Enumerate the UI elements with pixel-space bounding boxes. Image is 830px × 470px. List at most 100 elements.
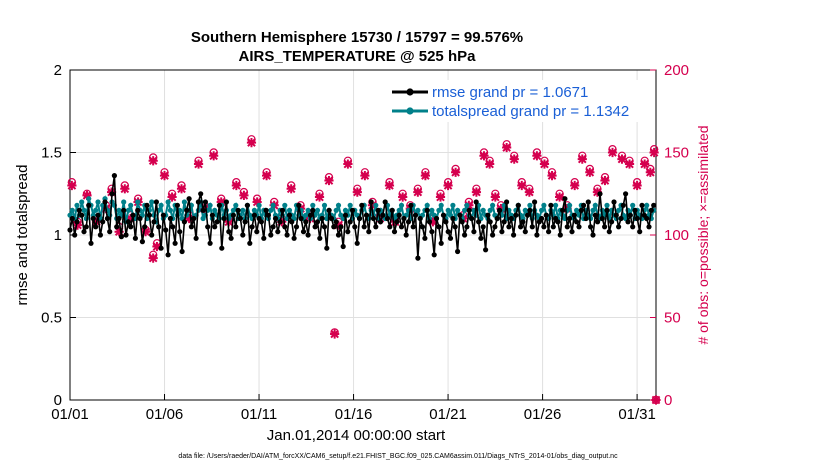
obs-54-assimilated	[485, 159, 495, 169]
obs-73-assimilated	[624, 159, 635, 169]
rmse-point-24	[123, 232, 129, 238]
rmse-point-169	[462, 232, 468, 238]
obs-45-assimilated	[420, 171, 430, 181]
spread-point-166	[455, 207, 461, 213]
rmse-point-144	[403, 232, 409, 238]
rmse-point-116	[338, 224, 344, 230]
rmse-point-13	[97, 232, 103, 238]
rmse-point-188	[506, 224, 512, 230]
rmse-point-248	[646, 224, 652, 230]
rmse-point-142	[398, 224, 405, 230]
rmse-point-185	[499, 229, 505, 235]
rmse-point-224	[590, 232, 596, 238]
spread-point-8	[86, 196, 92, 202]
rmse-point-67	[223, 199, 229, 205]
rmse-point-128	[366, 229, 372, 235]
rmse-point-82	[258, 219, 264, 225]
spread-point-177	[480, 207, 486, 213]
spread-point-42	[165, 199, 171, 205]
rmse-point-189	[508, 215, 514, 222]
rmse-point-132	[375, 207, 381, 213]
rmse-point-33	[144, 202, 150, 208]
rmse-point-227	[597, 191, 603, 197]
rmse-point-32	[142, 224, 148, 230]
rmse-point-92	[282, 224, 288, 230]
rmse-point-106	[314, 219, 321, 225]
rmse-point-123	[354, 240, 360, 246]
rmse-point-154	[426, 219, 433, 225]
right-y-axis-label: # of obs: o=possible; ×=assimilated	[695, 125, 711, 344]
rmse-point-127	[363, 212, 370, 218]
rmse-point-217	[574, 219, 580, 225]
obs-12-assimilated	[152, 241, 162, 252]
rmse-point-139	[391, 229, 398, 235]
rmse-point-196	[525, 212, 531, 218]
obs-67-assimilated	[577, 154, 587, 164]
legend-rmse: rmse grand pr = 1.0671	[392, 84, 588, 101]
spread-point-169	[462, 207, 468, 213]
x-axis-label: Jan.01,2014 00:00:00 start	[267, 427, 446, 444]
rmse-point-5	[79, 212, 85, 218]
obs-6-assimilated	[114, 227, 124, 237]
rmse-point-15	[102, 199, 108, 205]
x-axis-ticks: 01/01 01/06 01/11 01/16 01/21 01/26 01/31	[51, 394, 656, 423]
rmse-point-88	[272, 215, 279, 222]
obs-26-assimilated	[261, 171, 272, 181]
rmse-point-9	[88, 240, 94, 246]
rmse-point-204	[543, 212, 549, 218]
spread-point-1	[69, 207, 75, 213]
rmse-point-156	[431, 252, 437, 258]
rmse-point-186	[501, 219, 507, 225]
spread-point-241	[630, 202, 636, 208]
rmse-point-159	[438, 240, 444, 246]
spread-point-115	[335, 202, 342, 208]
rmse-point-74	[240, 232, 246, 238]
obs-55-assimilated	[490, 192, 500, 202]
obs-59-assimilated	[517, 180, 527, 191]
rmse-point-125	[359, 202, 365, 208]
spread-point-180	[487, 207, 493, 213]
rmse-point-228	[599, 215, 605, 222]
spread-point-247	[644, 202, 650, 208]
obs-10-assimilated	[141, 227, 151, 237]
rmse-point-72	[235, 207, 241, 213]
rmse-point-135	[382, 199, 388, 205]
rmse-point-131	[373, 224, 379, 230]
rmse-point-178	[483, 247, 489, 253]
rmse-point-25	[125, 219, 131, 225]
obs-57-assimilated	[502, 142, 512, 153]
rmse-point-147	[410, 224, 416, 230]
rmse-point-215	[569, 229, 575, 235]
spread-point-60	[207, 202, 213, 208]
spread-point-70	[230, 207, 236, 213]
spread-point-86	[268, 207, 274, 213]
obs-66-assimilated	[570, 180, 580, 191]
rmse-point-176	[478, 235, 484, 241]
spread-point-39	[158, 202, 164, 208]
rmse-point-66	[221, 215, 227, 222]
rmse-point-206	[548, 202, 554, 208]
spread-point-29	[135, 199, 141, 205]
rmse-point-219	[578, 207, 584, 213]
y-axis-label: rmse and totalspread	[14, 165, 31, 306]
rmse-point-37	[153, 199, 159, 205]
rmse-point-57	[200, 207, 206, 213]
rmse-point-0	[67, 227, 73, 233]
rmse-point-115	[335, 232, 342, 238]
rmse-point-122	[352, 224, 358, 230]
obs-68-assimilated	[585, 167, 595, 177]
obs-72-assimilated	[617, 154, 627, 164]
rmse-point-202	[539, 215, 545, 222]
spread-point-235	[616, 207, 622, 213]
spread-point-6	[81, 207, 87, 213]
rmse-point-143	[401, 215, 407, 222]
obs-70-assimilated	[600, 175, 610, 186]
legend-spread: totalspread grand pr = 1.1342	[392, 103, 629, 120]
chart-title: Southern Hemisphere 15730 / 15797 = 99.5…	[191, 29, 523, 46]
rmse-series	[67, 173, 657, 261]
rmse-point-193	[518, 224, 524, 230]
legend-box	[388, 80, 648, 122]
rmse-point-45	[172, 240, 178, 246]
rmse-point-77	[247, 240, 253, 246]
obs-53-assimilated	[479, 151, 489, 161]
